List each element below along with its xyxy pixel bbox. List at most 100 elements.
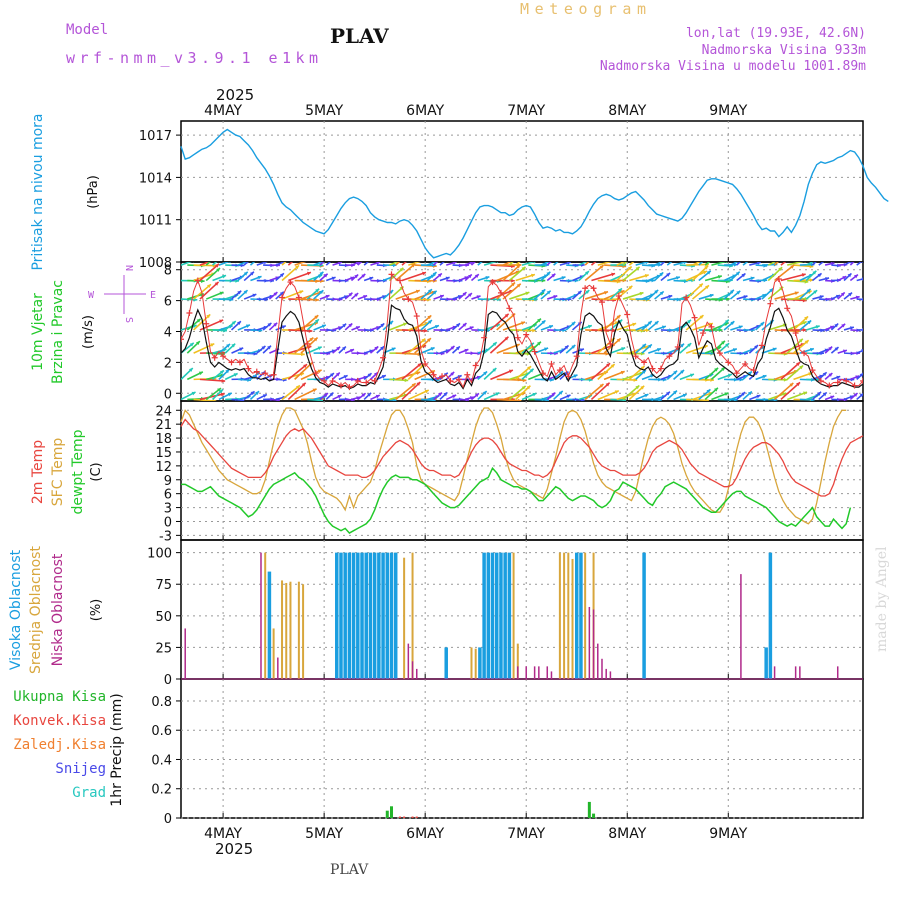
wind-arrow-head (446, 262, 447, 263)
gust-marker (279, 294, 286, 301)
wind-arrow-head (616, 338, 621, 343)
cloud-low-bar (794, 666, 797, 679)
wind-arrow-head (522, 378, 527, 383)
wind-arrow (811, 262, 817, 266)
wind-arrow-head (350, 348, 355, 353)
cloud-high-bar (494, 552, 499, 679)
y-tick-label: 25 (155, 641, 172, 656)
gust-marker (868, 373, 874, 379)
wind-arrow-head (635, 385, 640, 390)
wind-arrow-head (468, 293, 472, 297)
y-tick-label: -3 (159, 529, 172, 544)
wind-arrow-head (612, 328, 617, 333)
wind-arrow-head (801, 273, 806, 277)
wind-arrow-head (443, 392, 448, 397)
y-tick-label: 1017 (139, 129, 172, 144)
wind-arrow-head (438, 392, 443, 397)
wind-arrow-head (495, 392, 500, 396)
cloud-low-bar (277, 657, 279, 679)
wind-arrow-head (474, 393, 479, 398)
wind-arrow (414, 337, 432, 354)
wind-ylabel-2: Brzina i Pravac (50, 280, 66, 384)
cloud-low-bar (533, 666, 536, 679)
gust-marker (590, 285, 597, 292)
wind-arrow-head (673, 370, 678, 375)
wind-arrow-head (551, 258, 555, 262)
wind-arrow (489, 336, 509, 354)
wind-arrow-head (243, 271, 248, 276)
wind-arrow-head (432, 272, 437, 276)
wind-arrow (275, 262, 286, 266)
wind-arrow-head (411, 383, 416, 388)
temp-ylabel: 2m Temp (30, 440, 46, 504)
gust-marker (624, 311, 631, 318)
cloud-low-bar (597, 643, 599, 679)
wind-arrow (287, 262, 294, 266)
wind-arrow-head (356, 262, 360, 265)
gust-marker (649, 365, 656, 372)
cloud-low-bar (605, 668, 607, 679)
wind-arrow-head (674, 257, 678, 261)
wind-arrow (407, 337, 426, 354)
wind-arrow (294, 362, 313, 380)
wind-arrow-head (817, 391, 822, 396)
wind-arrow-head (482, 391, 487, 395)
gust-line (181, 273, 863, 389)
wind-arrow-head (640, 385, 645, 390)
wind-arrow-head (533, 262, 536, 264)
wind-arrow-head (607, 250, 611, 254)
x-tick-label-bottom: 5MAY (305, 826, 343, 842)
gust-marker (270, 371, 277, 378)
compass-w: W (88, 290, 95, 301)
wind-arrow-head (237, 321, 241, 326)
wind-arrow (660, 262, 666, 266)
wind-arrow (281, 262, 287, 266)
wind-arrow-head (476, 295, 481, 299)
wind-arrow (502, 283, 522, 300)
wind-arrow-head (840, 292, 845, 297)
wind-arrow (401, 362, 422, 380)
wind-arrow-head (796, 362, 800, 367)
wind-arrow-head (415, 289, 420, 294)
cloud-ylabel-3: Niska Oblacnost (50, 553, 66, 666)
gust-marker (767, 300, 774, 307)
wind-arrow-head (757, 262, 761, 265)
wind-arrow (414, 314, 432, 331)
cloud-mid-bar (571, 558, 574, 679)
wind-arrow (395, 262, 401, 266)
wind-arrow (742, 262, 749, 266)
pressure-ylabel: Pritisak na nivou mora (30, 113, 46, 270)
wind-arrow-head (329, 373, 334, 377)
cloud-high-bar (335, 552, 339, 679)
wind-arrow-head (222, 274, 227, 279)
gust-marker (245, 365, 252, 372)
wind-arrow (774, 262, 779, 266)
wind-arrow (691, 284, 710, 300)
cloud-mid-bar (297, 581, 300, 679)
wind-arrow-head (356, 396, 361, 400)
cloud-high-bar (360, 552, 364, 679)
cloud-mid-bar (584, 552, 587, 679)
wind-arrow-head (361, 273, 366, 278)
wind-arrow-head (427, 338, 431, 342)
wind-arrow (281, 352, 305, 356)
wind-arrow-head (450, 346, 455, 350)
gust-marker (801, 350, 808, 357)
wind-arrow-head (325, 294, 330, 299)
cloud-mid-bar (403, 557, 406, 679)
y-tick-label: 0 (164, 673, 172, 688)
wind-arrow-head (520, 255, 524, 259)
wind-arrow (395, 289, 421, 300)
wind-arrow-head (747, 391, 752, 396)
wind-arrow-head (464, 276, 469, 280)
wind-arrow-head (644, 274, 649, 278)
wind-arrow-head (317, 346, 322, 351)
dewpoint-line (181, 466, 852, 534)
cloud-high-bar (351, 552, 356, 679)
wind-arrow (616, 262, 626, 266)
wind-arrow-head (687, 319, 691, 324)
cloud-high-bar (381, 552, 385, 679)
wind-arrow-head (834, 323, 839, 328)
wind-arrow (774, 382, 794, 401)
wind-arrow-head (273, 292, 278, 296)
